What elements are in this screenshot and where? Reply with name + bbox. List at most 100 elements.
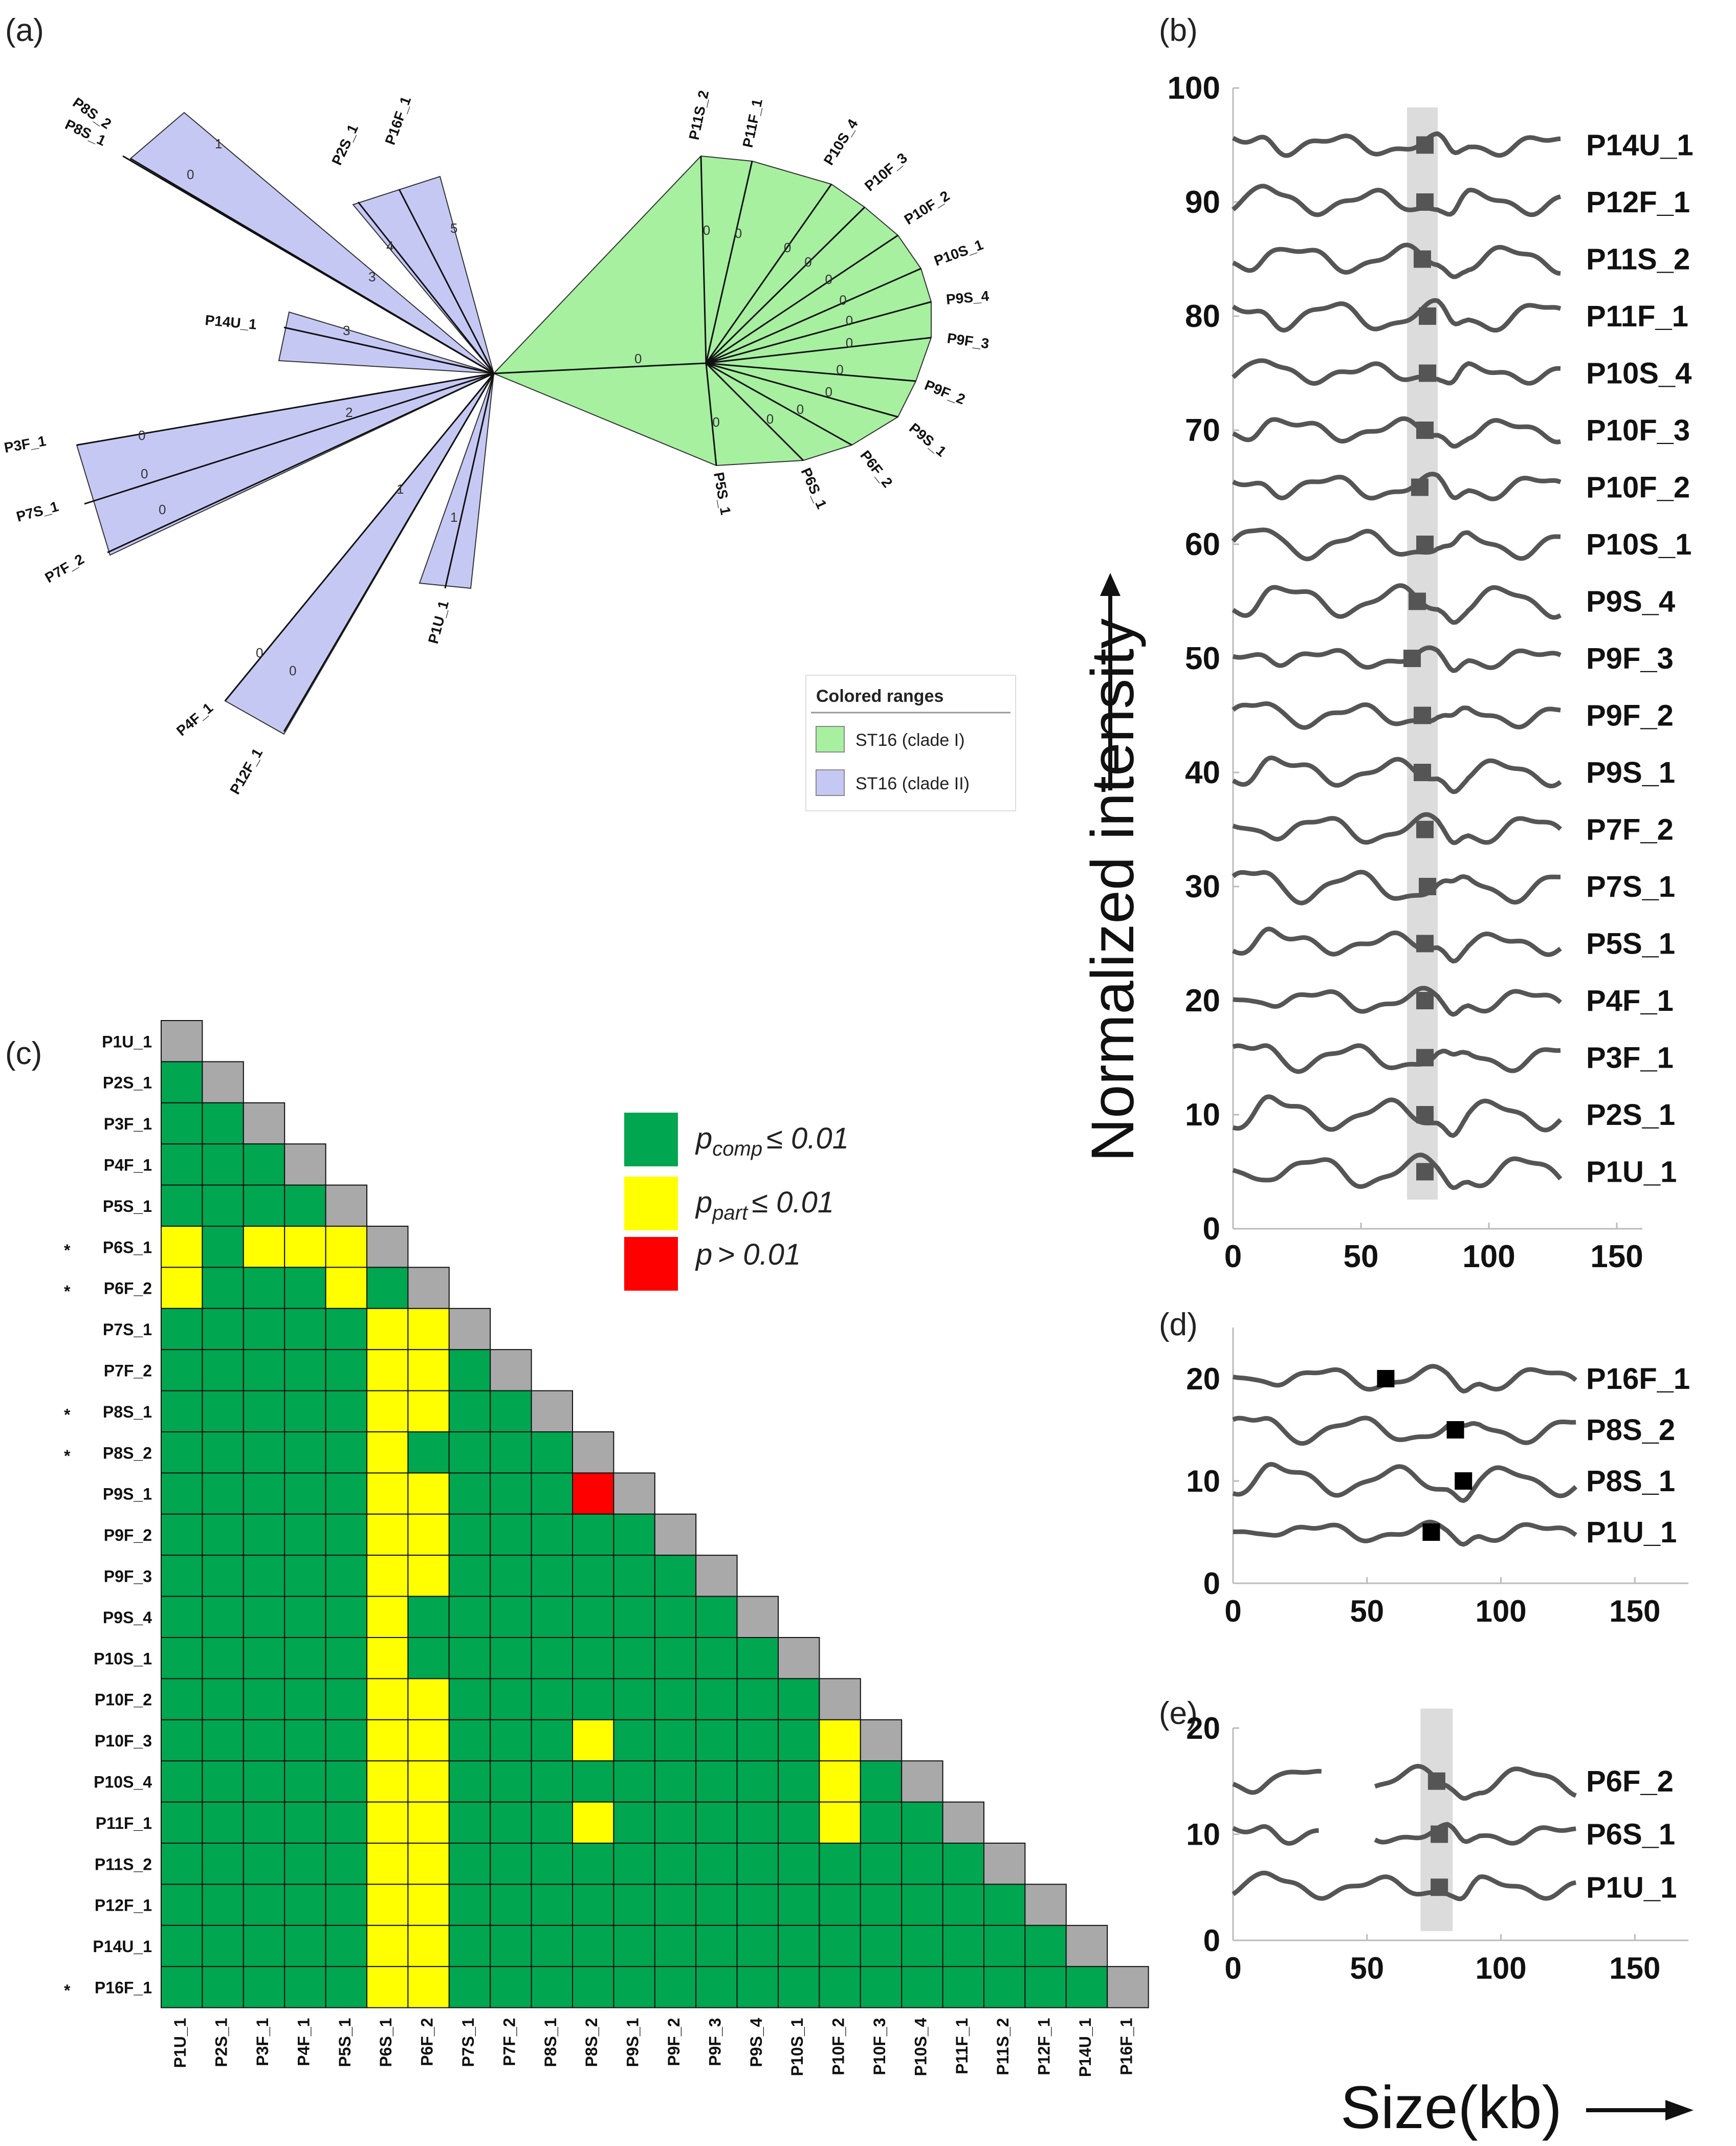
legend-label-pcomp: pcomp ≤ 0.01: [695, 1122, 849, 1160]
matrix-cell: [243, 1555, 285, 1597]
matrix-cell: [490, 1924, 532, 1967]
matrix-col-label: P2S_1: [212, 2018, 231, 2067]
matrix-row-label: P9S_4: [103, 1608, 152, 1627]
matrix-col-label: P11F_1: [953, 2018, 971, 2074]
tree-leaf-label: P10S_1: [932, 236, 985, 269]
matrix-cell: [448, 1431, 491, 1474]
legend-swatch-clade-ii: [816, 769, 845, 796]
panel-label-e: (e): [1159, 1696, 1198, 1731]
matrix-cell: [490, 1555, 532, 1597]
matrix-cell: [942, 1843, 984, 1885]
clade-i-branch: [706, 234, 898, 364]
matrix-cell: [325, 1637, 367, 1679]
matrix-col-label: P3F_1: [253, 2018, 272, 2066]
y-tick-label: 0: [1203, 1923, 1220, 1958]
matrix-cell: [284, 1678, 326, 1720]
tree-branch-label: 0: [836, 362, 843, 378]
y-tick-label: 70: [1185, 413, 1220, 448]
tree-branch-label: 3: [368, 269, 376, 284]
matrix-cell: [243, 1184, 285, 1227]
series-label: P10F_2: [1586, 471, 1690, 504]
matrix-cell: [325, 1267, 367, 1309]
clade-i-branch: [705, 362, 804, 461]
clade-ii-branch: [84, 372, 494, 505]
matrix-cell: [407, 1801, 450, 1844]
matrix-row-label: P5S_1: [103, 1197, 152, 1215]
matrix-cell: [407, 1267, 450, 1309]
matrix-row-label: P6S_1: [103, 1238, 152, 1256]
matrix-cell: [202, 1637, 244, 1679]
matrix-cell: [531, 1719, 573, 1762]
matrix-cell: [325, 1801, 367, 1844]
matrix-cell: [490, 1596, 532, 1639]
tree-leaf-label: P1U_1: [425, 599, 452, 646]
matrix-cell: [161, 1390, 203, 1433]
tree-leaf-label: P10F_2: [902, 188, 953, 228]
matrix-row-star: *: [64, 1447, 71, 1465]
tree-legend: Colored ranges ST16 (clade I) ST16 (clad…: [805, 675, 1016, 811]
clade-ii-wedge: [278, 311, 494, 374]
matrix-cell: [202, 1719, 244, 1762]
matrix-cell: [1024, 1924, 1067, 1967]
tree-leaf-label: P9F_2: [922, 377, 968, 408]
matrix-cell: [407, 1596, 450, 1639]
matrix-cell: [243, 1678, 285, 1720]
matrix-cell: [202, 1513, 244, 1556]
tree-leaf-label: P16F_1: [382, 94, 414, 147]
matrix-cell: [490, 1431, 532, 1474]
matrix-cell: [161, 1843, 203, 1885]
matrix-cell: [202, 1390, 244, 1433]
trace-marker: [1455, 1472, 1473, 1490]
chart-b: 0 10 20 30 40 50 60 70 80 90 100 0 50 100 150 P14U_1 P12…: [1168, 71, 1694, 1274]
matrix-cell: [613, 1678, 655, 1720]
matrix-cell: [490, 1843, 532, 1885]
matrix-cell: [695, 1678, 738, 1720]
matrix-row-label: P8S_2: [103, 1444, 152, 1462]
matrix-cell: [243, 1143, 285, 1186]
matrix-cell: [448, 1719, 491, 1762]
matrix-cell: [572, 1801, 614, 1844]
matrix-cell: [778, 1843, 820, 1885]
series-label: P1U_1: [1586, 1871, 1677, 1904]
series-label: P9F_3: [1586, 642, 1674, 675]
matrix-col-label: P8S_2: [582, 2018, 601, 2067]
matrix-cell: [366, 1267, 409, 1309]
matrix-cell: [202, 1102, 244, 1145]
matrix-cell: [243, 1760, 285, 1803]
matrix-cell: [860, 1719, 903, 1762]
tree-leaf-label: P3F_1: [3, 433, 48, 456]
matrix-cell: [819, 1884, 861, 1926]
matrix-cell: [325, 1843, 367, 1885]
matrix-cell: [860, 1884, 903, 1926]
legend-swatch-ppart: [624, 1177, 678, 1230]
matrix-cell: [243, 1596, 285, 1639]
trace-marker: [1411, 478, 1429, 496]
matrix-row-label: P9S_1: [103, 1485, 152, 1503]
tree-branch-label: 0: [138, 428, 145, 443]
tree-branch-label: 0: [804, 254, 811, 270]
matrix-cell: [490, 1801, 532, 1844]
matrix-cell: [901, 1966, 943, 2008]
trace-marker: [1403, 650, 1421, 667]
matrix-col-label: P7F_2: [500, 2018, 518, 2066]
x-tick-label: 50: [1344, 1239, 1379, 1274]
legend-swatch-pgt: [624, 1237, 678, 1291]
matrix-cell: [490, 1390, 532, 1433]
matrix-cell: [448, 1513, 491, 1556]
clade-i-branch: [700, 156, 707, 364]
matrix-cell: [202, 1924, 244, 1967]
tree-branch-label: 0: [712, 414, 719, 430]
x-axis-arrowhead: [1665, 2100, 1694, 2120]
matrix-cell: [202, 1349, 244, 1391]
matrix-cell: [778, 1801, 820, 1844]
matrix-cell: [654, 1760, 697, 1803]
matrix-cell: [572, 1513, 614, 1556]
matrix-cell: [325, 1472, 367, 1515]
trace-line: [1232, 472, 1562, 501]
matrix-cell: [819, 1966, 861, 2008]
matrix-cell: [1065, 1924, 1108, 1967]
matrix-col-label: P1U_1: [171, 2018, 189, 2068]
panel-label-d: (d): [1159, 1307, 1198, 1342]
matrix-col-label: P9F_2: [665, 2018, 683, 2066]
tree-branch-label: 0: [141, 466, 148, 481]
